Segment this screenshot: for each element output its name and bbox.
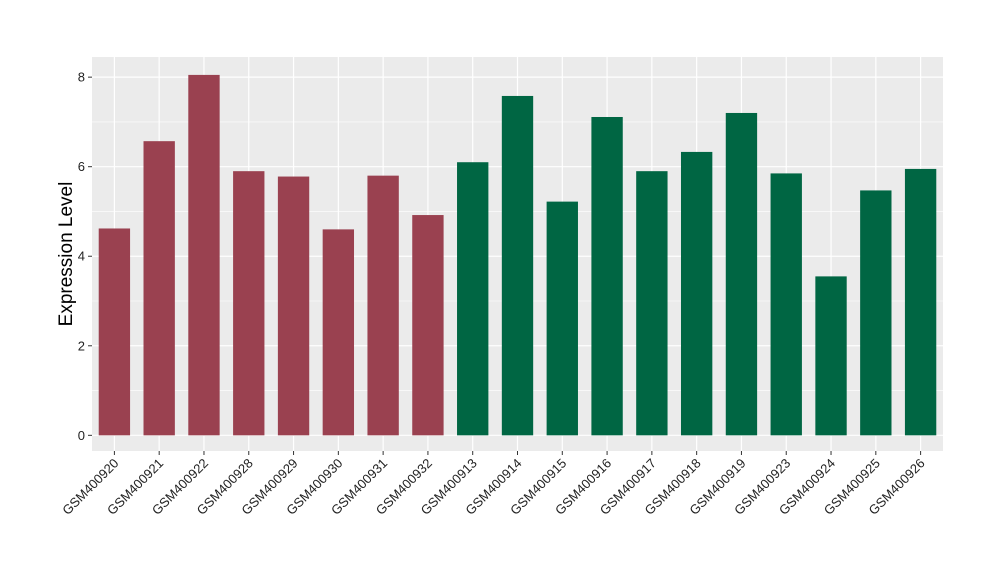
bar-GSM400916 bbox=[591, 116, 623, 436]
x-axis: GSM400920GSM400921GSM400922GSM400928GSM4… bbox=[59, 451, 928, 518]
bar-GSM400930 bbox=[322, 229, 355, 436]
bar-GSM400921 bbox=[143, 141, 175, 436]
bar-GSM400913 bbox=[457, 162, 489, 436]
bar-GSM400928 bbox=[233, 171, 265, 436]
bar-GSM400917 bbox=[636, 171, 668, 436]
bar-GSM400929 bbox=[277, 176, 310, 436]
bar-GSM400932 bbox=[412, 215, 444, 436]
bar-GSM400923 bbox=[770, 173, 802, 436]
bar-GSM400931 bbox=[367, 175, 399, 436]
y-axis-title: Expression Level bbox=[56, 182, 77, 327]
bar-GSM400915 bbox=[546, 201, 578, 436]
y-tick-label: 6 bbox=[78, 159, 85, 174]
y-tick-label: 0 bbox=[78, 428, 85, 443]
y-tick-label: 2 bbox=[78, 338, 85, 353]
y-tick-label: 4 bbox=[78, 249, 85, 264]
bar-GSM400918 bbox=[680, 151, 713, 436]
bars bbox=[98, 74, 937, 436]
bar-GSM400925 bbox=[860, 190, 892, 436]
bar-GSM400919 bbox=[725, 112, 758, 436]
bar-GSM400926 bbox=[904, 168, 937, 436]
bar-GSM400920 bbox=[98, 228, 131, 436]
bar-GSM400914 bbox=[501, 95, 534, 436]
bar-GSM400922 bbox=[188, 74, 220, 436]
y-tick-label: 8 bbox=[78, 70, 85, 85]
bar-GSM400924 bbox=[815, 276, 847, 436]
y-axis: 0 2 4 6 8 bbox=[78, 70, 92, 443]
